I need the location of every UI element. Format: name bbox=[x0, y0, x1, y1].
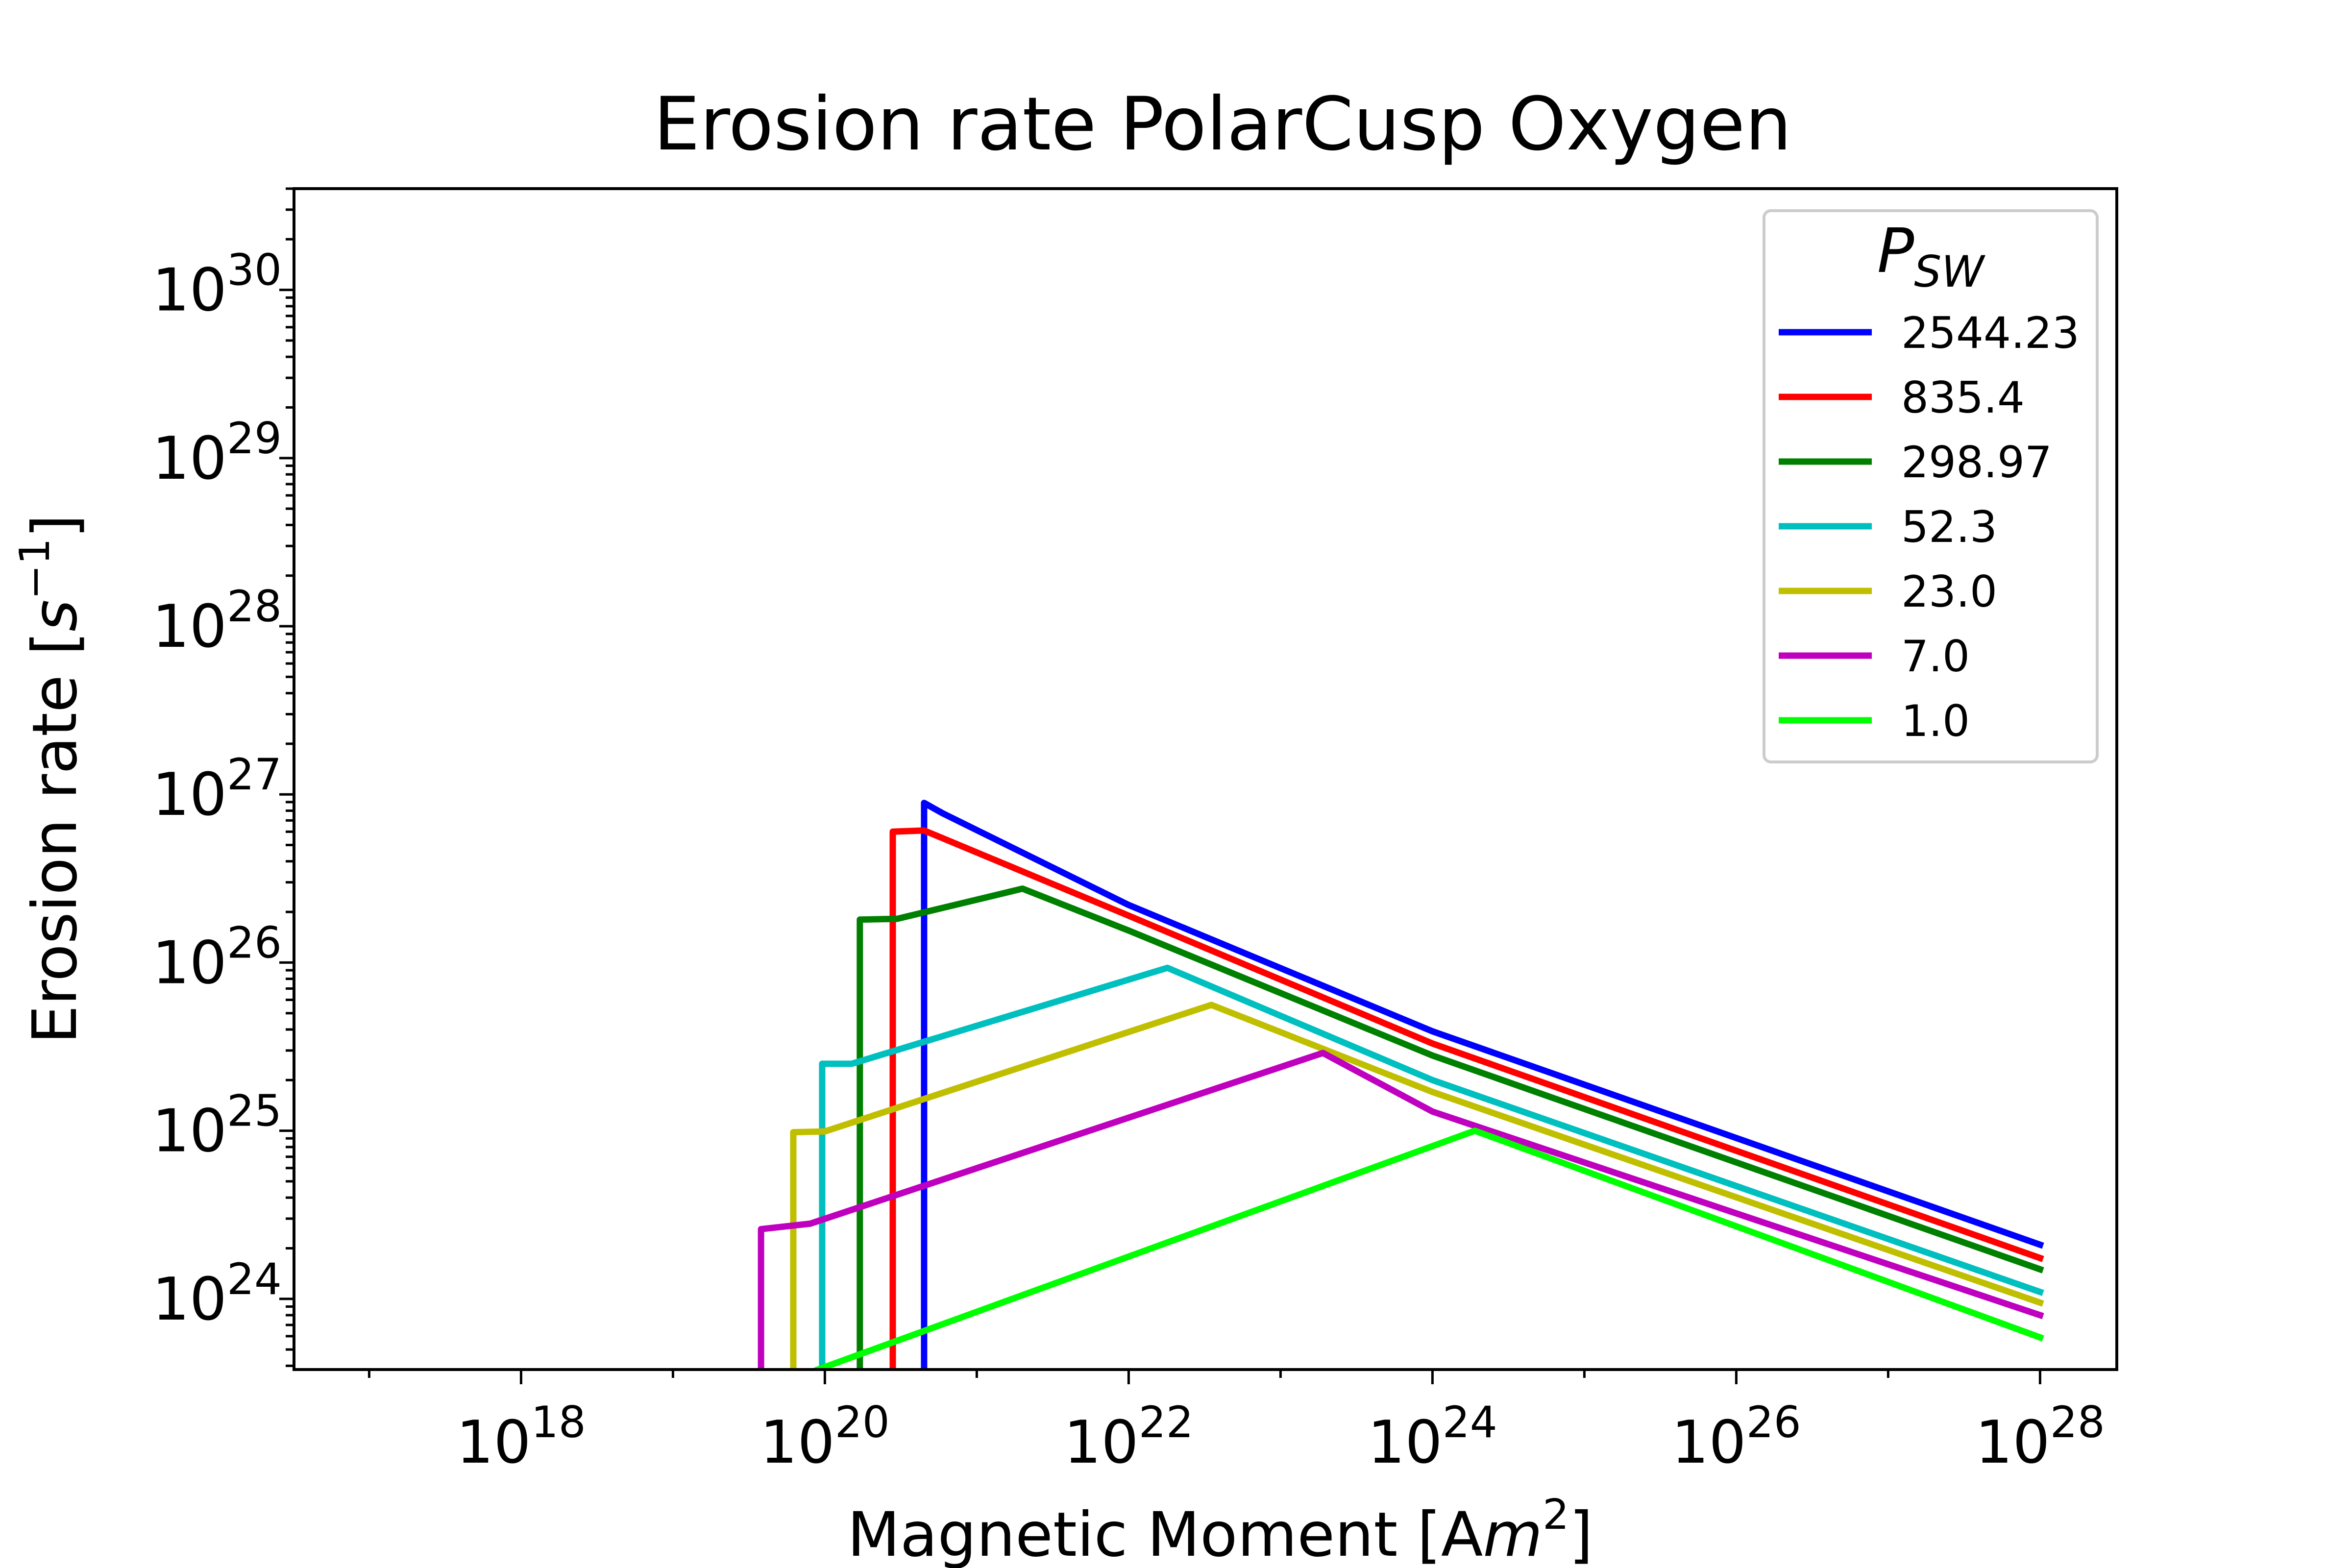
legend-label-4: 23.0 bbox=[1901, 566, 1997, 617]
axes-frame bbox=[293, 187, 2118, 1371]
x-tick-base: 10 bbox=[760, 1409, 835, 1477]
plot-area bbox=[758, 800, 2044, 1370]
legend-label-3: 52.3 bbox=[1901, 502, 1997, 552]
legend-title: PSW bbox=[1877, 216, 1985, 297]
y-tick-label-0: 1024 bbox=[152, 1254, 282, 1334]
y-axis-label-exp: −1 bbox=[11, 538, 59, 599]
series-line-2 bbox=[857, 885, 2044, 1370]
y-tick-label-2: 1026 bbox=[152, 917, 282, 997]
x-axis-label: Magnetic Moment [Am2] bbox=[847, 1491, 1593, 1568]
x-tick-exp: 28 bbox=[2050, 1397, 2105, 1447]
y-axis-label-var: s bbox=[20, 600, 91, 632]
y-tick-base: 10 bbox=[152, 425, 227, 493]
y-tick-label-4: 1028 bbox=[152, 581, 282, 661]
x-tick-base: 10 bbox=[1671, 1409, 1746, 1477]
series-line-4 bbox=[790, 1002, 2044, 1370]
legend-title-sub: SW bbox=[1914, 246, 1985, 297]
x-tick-exp: 20 bbox=[835, 1397, 890, 1447]
legend-label-2: 298.97 bbox=[1901, 437, 2052, 488]
x-tick-base: 10 bbox=[1368, 1409, 1443, 1477]
legend-label-5: 7.0 bbox=[1901, 631, 1970, 682]
y-tick-label-1: 1025 bbox=[152, 1086, 282, 1166]
y-axis-label-text: Erosion rate [ bbox=[20, 632, 91, 1044]
y-axis-label-close: ] bbox=[20, 514, 91, 538]
legend-label-0: 2544.23 bbox=[1901, 308, 2080, 358]
series-line-3 bbox=[819, 964, 2044, 1370]
x-tick-label-5: 1028 bbox=[1975, 1397, 2105, 1477]
x-tick-exp: 22 bbox=[1139, 1397, 1194, 1447]
x-tick-base: 10 bbox=[1064, 1409, 1139, 1477]
y-tick-label-5: 1029 bbox=[152, 413, 282, 493]
y-tick-exp: 25 bbox=[227, 1086, 282, 1136]
y-tick-exp: 26 bbox=[227, 917, 282, 968]
legend-box bbox=[1763, 209, 2099, 763]
series-line-5 bbox=[758, 1050, 2044, 1370]
y-tick-base: 10 bbox=[152, 761, 227, 829]
legend-label-6: 1.0 bbox=[1901, 696, 1970, 746]
x-tick-label-0: 1018 bbox=[456, 1397, 586, 1477]
x-axis-label-exp: 2 bbox=[1543, 1491, 1569, 1539]
x-tick-exp: 26 bbox=[1746, 1397, 1801, 1447]
x-tick-label-1: 1020 bbox=[760, 1397, 890, 1477]
x-axis-label-close: ] bbox=[1569, 1499, 1593, 1568]
series-line-0 bbox=[921, 800, 2044, 1370]
y-tick-exp: 27 bbox=[227, 749, 282, 800]
legend: PSW 2544.23 835.4 298.97 52.3 23.0 7.0 1.0 bbox=[1763, 209, 2099, 763]
series-line-6 bbox=[813, 1127, 2044, 1370]
y-tick-label-3: 1027 bbox=[152, 749, 282, 829]
x-tick-label-3: 1024 bbox=[1368, 1397, 1497, 1477]
y-tick-base: 10 bbox=[152, 593, 227, 661]
x-tick-label-2: 1022 bbox=[1064, 1397, 1194, 1477]
y-tick-base: 10 bbox=[152, 929, 227, 997]
x-axis-label-text: Magnetic Moment [A bbox=[847, 1499, 1483, 1568]
y-tick-exp: 30 bbox=[227, 245, 282, 295]
x-tick-base: 10 bbox=[1975, 1409, 2050, 1477]
y-tick-base: 10 bbox=[152, 257, 227, 325]
x-tick-exp: 18 bbox=[531, 1397, 586, 1447]
x-tick-base: 10 bbox=[456, 1409, 531, 1477]
y-tick-exp: 24 bbox=[227, 1254, 282, 1304]
legend-label-1: 835.4 bbox=[1901, 372, 2025, 423]
y-tick-label-6: 1030 bbox=[152, 245, 282, 325]
x-tick-exp: 24 bbox=[1443, 1397, 1497, 1447]
y-axis-label: Erosion rate [s−1] bbox=[11, 514, 91, 1044]
x-tick-label-4: 1026 bbox=[1671, 1397, 1801, 1477]
legend-title-main: P bbox=[1877, 216, 1914, 287]
x-axis-label-var: m bbox=[1483, 1499, 1543, 1568]
chart-title: Erosion rate PolarCusp Oxygen bbox=[654, 82, 1792, 167]
y-tick-exp: 28 bbox=[227, 581, 282, 632]
y-tick-base: 10 bbox=[152, 1098, 227, 1166]
legend-entries: 2544.23 835.4 298.97 52.3 23.0 7.0 1.0 bbox=[1779, 308, 2080, 746]
y-tick-exp: 29 bbox=[227, 413, 282, 464]
y-tick-base: 10 bbox=[152, 1266, 227, 1334]
x-axis: 1018 1020 1022 1024 1026 1028 bbox=[368, 1370, 2105, 1477]
